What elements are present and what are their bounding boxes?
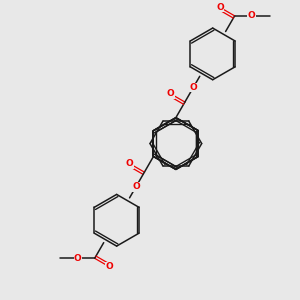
Text: O: O xyxy=(189,83,197,92)
Text: O: O xyxy=(132,182,140,191)
Text: O: O xyxy=(167,89,174,98)
Text: O: O xyxy=(126,159,134,168)
Text: O: O xyxy=(105,262,113,271)
Text: O: O xyxy=(216,3,224,12)
Text: O: O xyxy=(74,254,82,263)
Text: O: O xyxy=(248,11,255,20)
